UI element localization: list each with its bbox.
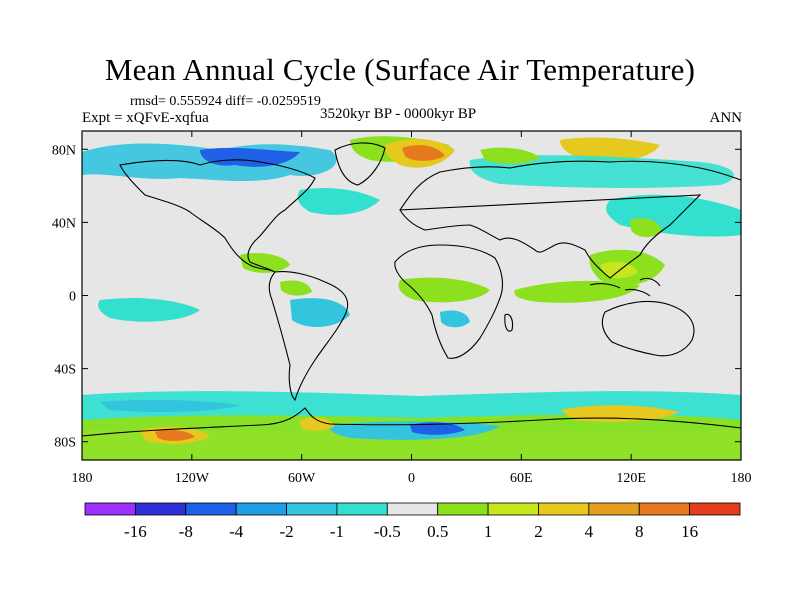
colorbar-label: 0.5: [427, 522, 448, 541]
anomaly-patch-antarctica-orange-peninsula: [300, 417, 335, 431]
lat-tick-label: 40N: [52, 216, 76, 231]
colorbar-swatch: [689, 502, 741, 516]
colorbar-label: -2: [279, 522, 293, 541]
anomaly-patch-antarctica-red-west: [155, 429, 195, 441]
anomaly-patch-antarctica-blue-center: [410, 422, 465, 435]
anomaly-patch-japan-green: [630, 218, 662, 238]
coastline-greenland: [334, 142, 386, 186]
lat-tick-label: 80N: [52, 143, 76, 158]
anomaly-patch-maritime-yellow: [600, 261, 638, 279]
period-label: 3520kyr BP - 0000kyr BP: [320, 106, 477, 122]
colorbar-swatch: [185, 502, 237, 516]
anomaly-patch-south-america-cyan: [290, 298, 350, 327]
coastline-madagascar: [504, 313, 514, 332]
colorbar-label: -8: [179, 522, 193, 541]
lon-tick-label: 120W: [175, 471, 210, 486]
colorbar-swatch: [588, 502, 640, 516]
anomaly-patch-atlantic-cyan: [297, 188, 380, 215]
colorbar-label: 4: [585, 522, 594, 541]
lat-tick-label: 40S: [54, 363, 76, 378]
anomaly-patch-asia-green: [480, 147, 540, 164]
colorbar-label: -4: [229, 522, 244, 541]
stats-text: rmsd= 0.555924 diff= -0.0259519: [130, 94, 321, 109]
colorbar-swatch: [84, 502, 136, 516]
coastline-antarctica: [81, 407, 742, 437]
colorbar-label: -0.5: [374, 522, 401, 541]
coastline-africa: [394, 244, 504, 359]
coastline-south-america: [268, 271, 349, 402]
plot-title: Mean Annual Cycle (Surface Air Temperatu…: [104, 52, 696, 87]
lon-tick-label: 120E: [616, 471, 646, 486]
colorbar-swatch: [487, 502, 539, 516]
colorbar-swatch: [437, 502, 489, 516]
colorbar-swatch: [538, 502, 590, 516]
lon-tick-label: 180: [72, 471, 93, 486]
lon-tick-label: 180: [731, 471, 752, 486]
anomaly-patch-canada-blue: [200, 147, 300, 167]
colorbar-swatch: [638, 502, 691, 516]
lat-tick-label: 80S: [54, 436, 76, 451]
coastline-eurasia: [399, 160, 742, 279]
anomaly-patch-indian-ocean-green: [514, 280, 640, 303]
coastline-indonesia: [589, 277, 661, 297]
anomaly-patch-amazon-green: [280, 280, 312, 296]
anomaly-patch-siberia-orange: [560, 137, 660, 162]
colorbar-label: 2: [534, 522, 543, 541]
colorbar-label: -16: [124, 522, 147, 541]
experiment-label: Expt = xQFvE-xqfua: [82, 110, 209, 126]
lon-ticks: 180 120W 60W 0 60E 120E 180: [72, 131, 752, 486]
colorbar-swatch: [336, 502, 388, 516]
anomaly-patch-africa-cyan: [440, 310, 470, 328]
lat-tick-label: 0: [69, 290, 76, 305]
anomaly-patch-southern-ocean-blue: [100, 399, 240, 413]
colorbar-label: 1: [484, 522, 493, 541]
lat-ticks: 80N 40N 0 40S 80S: [52, 143, 741, 451]
colorbar-swatch: [386, 502, 439, 516]
colorbar-swatch: [286, 502, 338, 516]
anomaly-patch-tropical-atlantic-green: [398, 277, 490, 303]
anomaly-patch-scandinavia-red: [402, 145, 445, 161]
coastline-australia: [601, 300, 695, 357]
colorbar-swatch: [235, 502, 287, 516]
colorbar-label: -1: [330, 522, 344, 541]
lon-tick-label: 60W: [288, 471, 316, 486]
colorbar-label: 8: [635, 522, 644, 541]
lon-tick-label: 0: [408, 471, 415, 486]
coastlines: [81, 142, 742, 437]
coastline-north-america: [119, 159, 316, 273]
season-label: ANN: [709, 110, 743, 126]
anomaly-patch-central-america-green: [240, 253, 290, 273]
colorbar-label: 16: [681, 522, 698, 541]
lon-tick-label: 60E: [510, 471, 533, 486]
colorbar: -16 -8 -4 -2 -1 -0.5 0.5 1 2 4 8 16: [84, 502, 741, 541]
colorbar-swatch: [134, 502, 187, 516]
anomaly-patch-south-pacific-cyan: [98, 298, 200, 322]
